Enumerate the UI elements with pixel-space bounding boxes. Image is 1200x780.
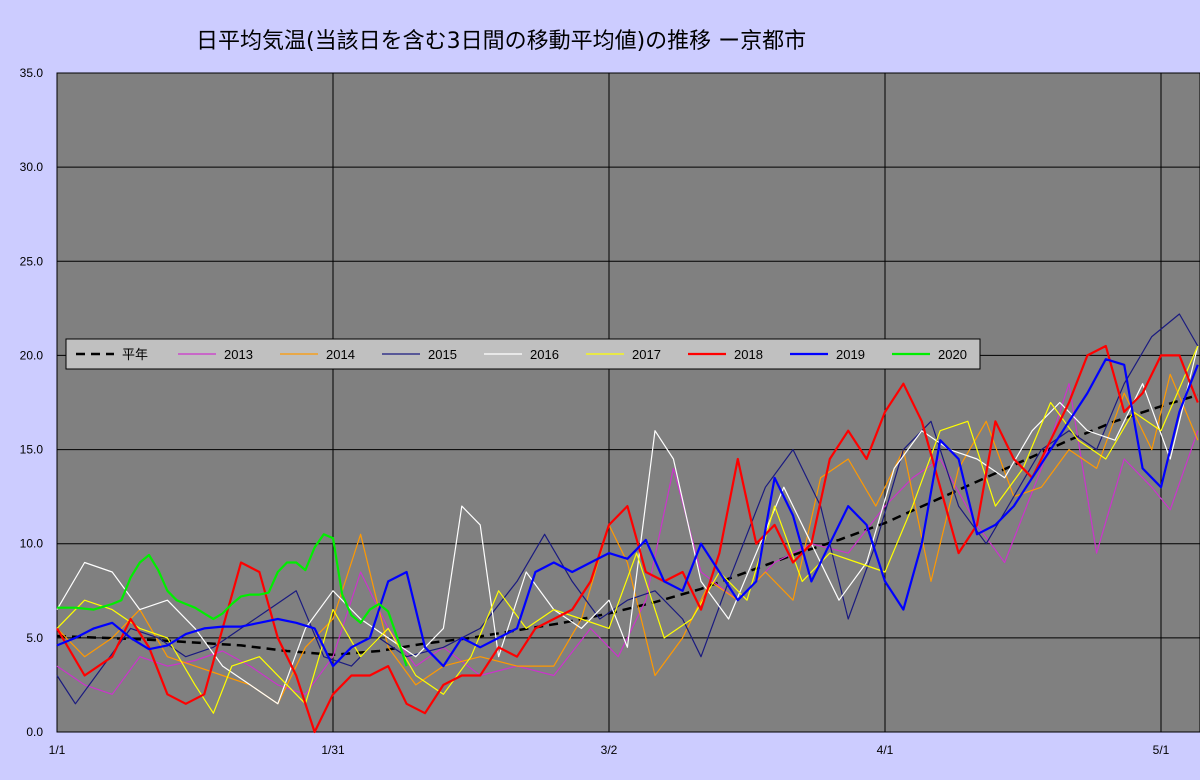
x-tick-label: 4/1 [877,743,894,757]
y-tick-label: 10.0 [20,537,44,551]
y-tick-label: 0.0 [26,725,43,739]
x-axis-ticks: 1/1 1/31 3/2 4/1 5/1 [49,743,1170,757]
legend-label: 2014 [326,347,355,362]
series-line-2016 [56,345,1199,705]
y-tick-label: 35.0 [20,66,44,80]
y-axis-ticks: 0.0 5.0 10.0 15.0 20.0 25.0 30.0 35.0 [20,66,44,739]
chart-title: 日平均気温(当該日を含む3日間の移動平均値)の推移 ー京都市 [196,29,806,54]
legend: 平年 2013 2014 2015 2016 2017 2018 2019 2020 [65,338,981,370]
x-tick-label: 3/2 [601,743,618,757]
y-tick-label: 30.0 [20,160,44,174]
x-tick-label: 1/31 [321,743,345,757]
x-tick-label: 5/1 [1153,743,1170,757]
legend-label: 2013 [224,347,253,362]
series-lines [56,313,1199,734]
legend-label: 2016 [530,347,559,362]
legend-label: 2019 [836,347,865,362]
series-line-2014 [56,373,1199,705]
legend-label: 平年 [122,347,148,362]
y-tick-label: 15.0 [20,443,44,457]
series-line-normal [56,393,1199,657]
x-tick-label: 1/1 [49,743,66,757]
plot-area [56,72,1200,733]
series-line-2018 [56,344,1199,734]
y-tick-label: 5.0 [26,631,43,645]
legend-label: 2018 [734,347,763,362]
series-line-2019 [56,358,1199,668]
legend-label: 2015 [428,347,457,362]
y-tick-label: 20.0 [20,348,44,362]
legend-label: 2020 [938,347,967,362]
legend-label: 2017 [632,347,661,362]
series-line-2020 [57,533,408,667]
y-tick-label: 25.0 [20,254,44,268]
series-line-2013 [56,383,1199,695]
series-line-2017 [56,345,1199,714]
series-line-2015 [56,313,1199,705]
